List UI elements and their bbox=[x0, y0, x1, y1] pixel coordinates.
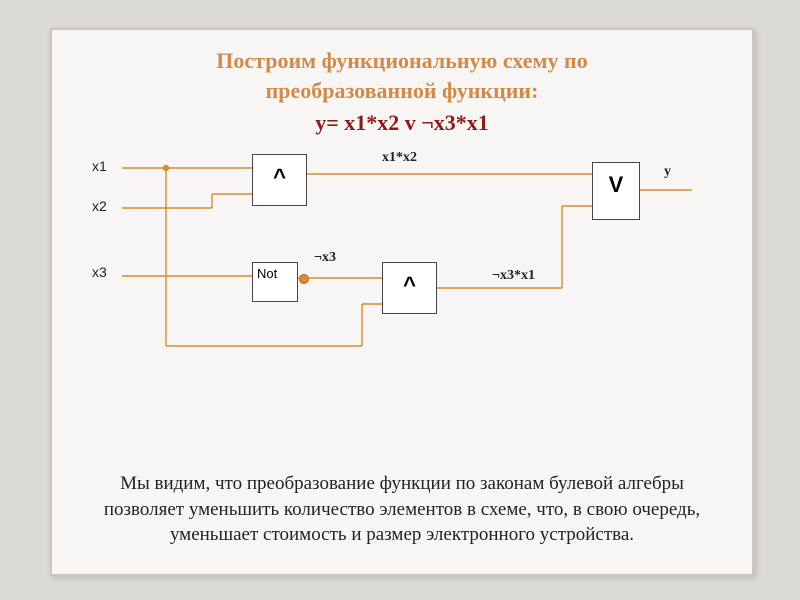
input-label-x2: x2 bbox=[92, 198, 107, 214]
input-label-x1: x1 bbox=[92, 158, 107, 174]
input-label-x3: x3 bbox=[92, 264, 107, 280]
gate-and-1: ^ bbox=[252, 154, 307, 206]
formula: y= x1*x2 v ¬x3*x1 bbox=[52, 110, 752, 136]
gate-not: Not bbox=[252, 262, 298, 302]
wire-label-and2-out: ¬x3*x1 bbox=[492, 268, 535, 284]
not-output-bubble bbox=[299, 274, 309, 284]
footer-paragraph: Мы видим, что преобразование функции по … bbox=[92, 471, 712, 548]
title-line-2: преобразованной функции: bbox=[52, 78, 752, 104]
gate-or: V bbox=[592, 162, 640, 220]
slide-frame: Построим функциональную схему по преобра… bbox=[50, 28, 754, 576]
logic-diagram: x1 x2 x3 x1*x2 ¬x3 ¬x3*x1 y ^ Not ^ V bbox=[92, 154, 712, 374]
wire-label-not-out: ¬x3 bbox=[314, 250, 336, 266]
title-line-1: Построим функциональную схему по bbox=[52, 48, 752, 74]
gate-and-2: ^ bbox=[382, 262, 437, 314]
output-label-y: y bbox=[664, 164, 671, 180]
wire-label-and1-out: x1*x2 bbox=[382, 150, 417, 166]
